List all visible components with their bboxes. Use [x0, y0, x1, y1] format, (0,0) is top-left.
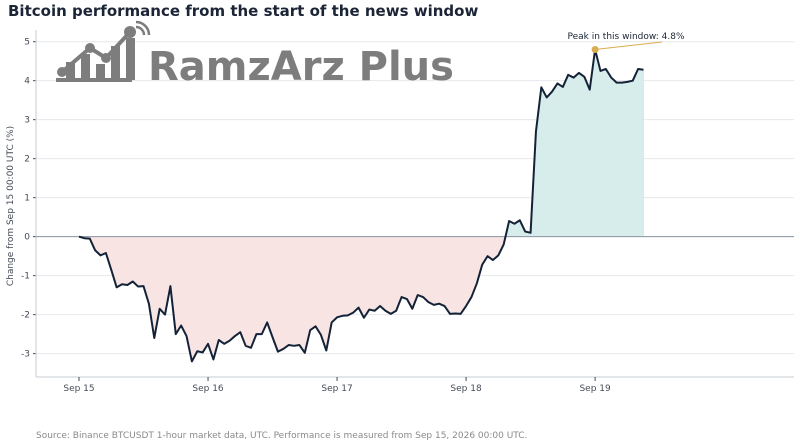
- y-tick-label: 1: [24, 194, 30, 204]
- watermark-logo: RamzArz Plus: [56, 20, 454, 90]
- chart-title: Bitcoin performance from the start of th…: [8, 2, 479, 20]
- source-note: Source: Binance BTCUSDT 1-hour market da…: [36, 431, 528, 441]
- x-tick-label: Sep 15: [63, 384, 94, 394]
- peak-marker: [591, 45, 599, 53]
- y-tick-label: 3: [24, 116, 30, 126]
- x-tick-label: Sep 18: [450, 384, 482, 394]
- logo-chart-icon: [56, 20, 151, 82]
- y-tick-label: 5: [24, 38, 30, 48]
- y-tick-label: -3: [21, 350, 30, 360]
- x-tick-label: Sep 19: [579, 384, 611, 394]
- x-tick-label: Sep 16: [192, 384, 224, 394]
- positive-area-fill: [503, 49, 644, 237]
- y-axis-label: Change from Sep 15 00:00 UTC (%): [6, 126, 16, 286]
- axes: -3 -2 -1 0 1 2 3 4 5 Sep 15 Sep 16 Sep 17 Sep 18 Sep …: [21, 30, 794, 394]
- annotation-leader-line: [595, 41, 663, 50]
- series-lines: [78, 48, 644, 363]
- y-tick-label: -2: [21, 311, 30, 321]
- negative-area-fill: [79, 236, 506, 362]
- watermark-text: RamzArz Plus: [148, 44, 454, 90]
- y-tick-label: 4: [24, 77, 30, 87]
- series-line: [78, 48, 644, 363]
- x-tick-label: Sep 17: [321, 384, 352, 394]
- y-tick-label: 2: [24, 155, 30, 165]
- peak-annotation: Peak in this window: 4.8%: [568, 32, 685, 42]
- y-tick-label: 0: [24, 233, 30, 243]
- annotations: Peak in this window: 4.8%: [568, 32, 685, 53]
- y-tick-label: -1: [21, 272, 30, 282]
